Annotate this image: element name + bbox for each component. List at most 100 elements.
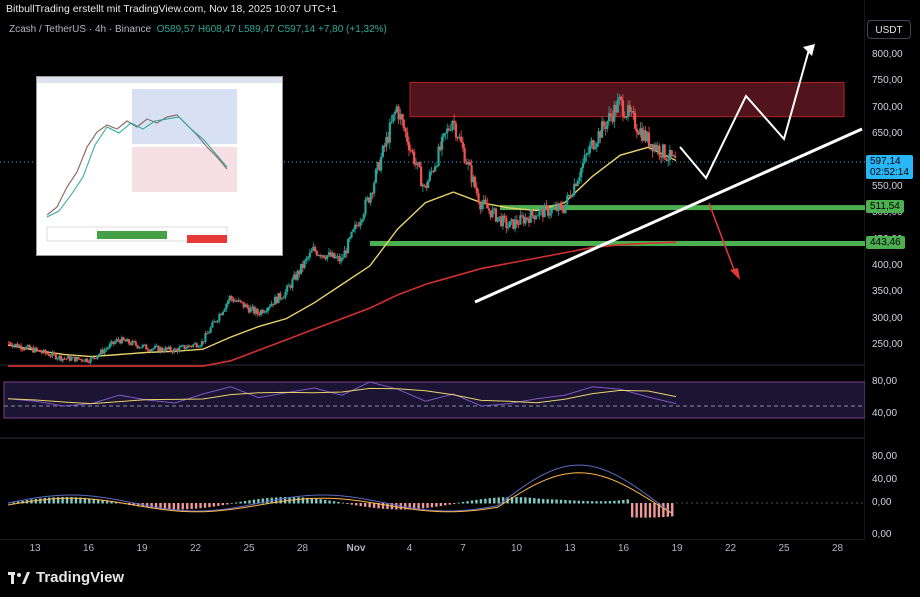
candle-body xyxy=(341,257,344,259)
candle-body xyxy=(40,352,44,354)
macd-histogram-bar xyxy=(582,500,585,504)
candle-body xyxy=(374,169,378,183)
macd-histogram-bar xyxy=(608,501,612,504)
candle-body xyxy=(423,184,426,186)
candle-body xyxy=(606,121,609,129)
candle-body xyxy=(207,332,211,334)
candle-body xyxy=(305,258,308,261)
candle-body xyxy=(501,215,505,227)
candle-body xyxy=(505,218,508,229)
candle-body xyxy=(333,252,336,259)
time-axis-label: 19 xyxy=(136,543,148,554)
candle-body xyxy=(16,343,19,348)
macd-histogram-bar xyxy=(364,503,367,507)
candle-body xyxy=(313,246,317,252)
candle-body xyxy=(232,298,235,302)
candle-body xyxy=(614,104,618,113)
macd-histogram-bar xyxy=(453,503,456,504)
candle-body xyxy=(571,195,574,197)
candle-body xyxy=(395,106,398,112)
candle-body xyxy=(162,350,165,352)
rsi-axis-label: 80,00 xyxy=(872,376,898,387)
candle-body xyxy=(510,219,513,222)
candle-body xyxy=(519,215,522,225)
macd-histogram-bar xyxy=(48,497,51,504)
candle-body xyxy=(548,213,551,216)
candle-body xyxy=(143,344,146,346)
macd-histogram-bar xyxy=(590,501,594,504)
candle-body xyxy=(407,141,411,151)
macd-histogram-bar xyxy=(479,499,483,504)
candle-body xyxy=(472,176,475,183)
candle-body xyxy=(94,358,97,360)
currency-button[interactable]: USDT xyxy=(867,20,911,39)
macd-histogram-bar xyxy=(519,497,523,504)
macd-histogram-bar xyxy=(350,503,354,505)
candle-body xyxy=(247,307,251,313)
candle-body xyxy=(37,350,40,352)
macd-histogram-bar xyxy=(533,498,536,504)
ma-slow-line xyxy=(8,241,677,367)
macd-histogram-bar xyxy=(97,499,100,504)
last-price-tag: 597,14 02:52:14 xyxy=(866,155,913,179)
candle-body xyxy=(545,205,548,207)
candle-body xyxy=(416,162,419,165)
main-chart[interactable] xyxy=(0,0,865,540)
macd-histogram-bar xyxy=(368,503,371,508)
candle-body xyxy=(173,348,176,353)
candle-body xyxy=(312,246,315,251)
macd-histogram-bar xyxy=(323,499,327,504)
candle-body xyxy=(399,114,402,120)
countdown-value: 02:52:14 xyxy=(870,167,909,178)
candle-body xyxy=(115,339,118,342)
candle-body xyxy=(320,255,324,257)
candle-body xyxy=(228,296,231,301)
candle-body xyxy=(461,142,465,148)
macd-histogram-bar xyxy=(657,503,661,518)
candle-body xyxy=(640,128,644,141)
candle-body xyxy=(72,356,75,358)
candle-body xyxy=(507,227,510,229)
macd-histogram-bar xyxy=(163,503,167,510)
candle-body xyxy=(117,339,120,341)
rsi-line xyxy=(7,381,677,407)
candle-body xyxy=(136,345,139,348)
candle-body xyxy=(199,345,202,347)
macd-histogram-bar xyxy=(177,503,180,510)
macd-histogram-bar xyxy=(239,501,242,504)
candle-body xyxy=(672,155,675,157)
tradingview-logo[interactable]: TradingView xyxy=(8,569,124,586)
candle-body xyxy=(298,270,301,274)
candle-body xyxy=(46,353,49,355)
candle-body xyxy=(388,122,391,143)
macd-histogram-bar xyxy=(595,501,598,504)
candle-body xyxy=(597,131,600,144)
candle-body xyxy=(433,166,437,172)
candle-body xyxy=(573,183,576,196)
macd-histogram-bar xyxy=(386,503,389,510)
candle-body xyxy=(637,132,640,135)
macd-histogram-bar xyxy=(186,503,189,510)
candle-body xyxy=(414,164,418,166)
candle-body xyxy=(468,162,471,166)
symbol-name[interactable]: Zcash / TetherUS · 4h · Binance xyxy=(9,24,152,35)
candle-body xyxy=(246,304,249,308)
macd-histogram-bar xyxy=(395,503,398,510)
candle-body xyxy=(449,129,452,131)
time-axis-label: 25 xyxy=(243,543,255,554)
candle-body xyxy=(460,136,463,143)
candle-body xyxy=(237,300,240,302)
macd-histogram-bar xyxy=(426,503,429,508)
candle-body xyxy=(583,155,586,164)
candle-body xyxy=(540,208,543,211)
macd-histogram-bar xyxy=(448,503,451,505)
candle-body xyxy=(609,113,612,116)
candle-body xyxy=(604,126,607,129)
candle-body xyxy=(65,358,68,360)
macd-histogram-bar xyxy=(515,497,518,504)
price-axis-label: 550,00 xyxy=(872,180,903,192)
macd-histogram-bar xyxy=(257,499,260,504)
candle-body xyxy=(578,177,581,181)
candle-body xyxy=(249,307,252,313)
ohlc-open: O589,57 xyxy=(156,24,196,35)
